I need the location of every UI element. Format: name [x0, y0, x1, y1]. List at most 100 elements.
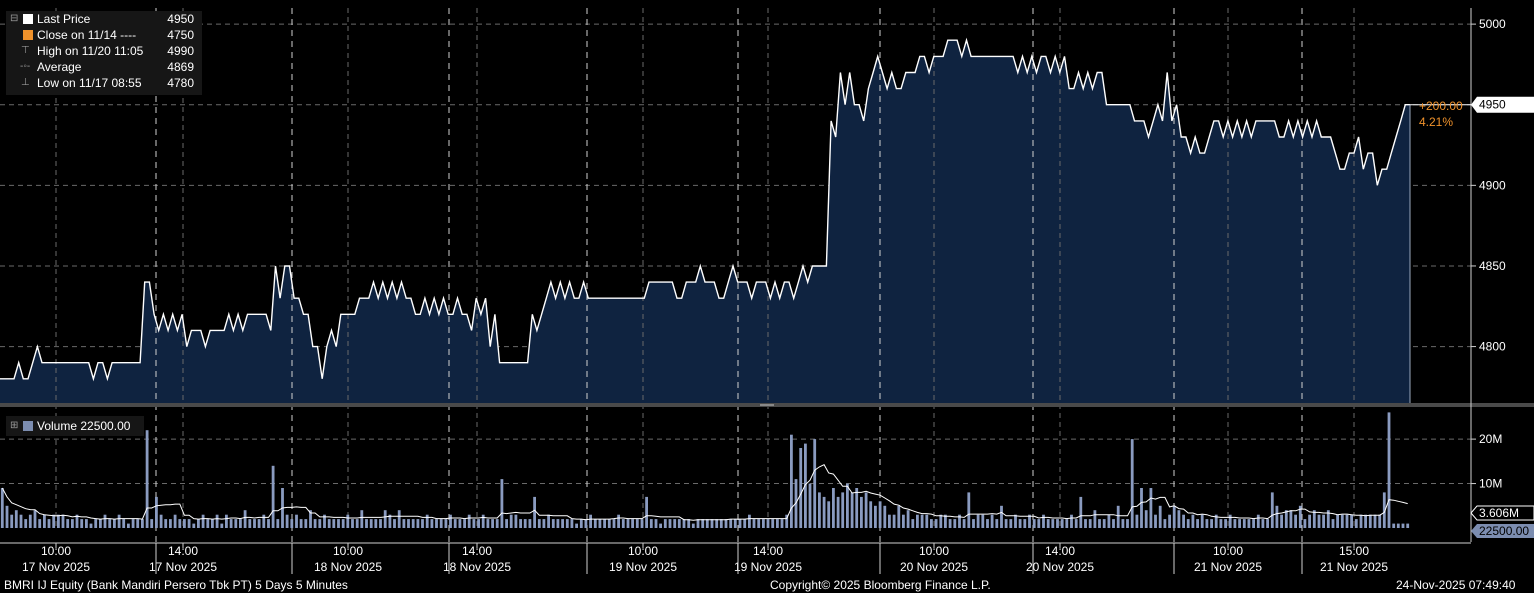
volume-bar: [1252, 519, 1255, 528]
volume-bar: [1406, 523, 1410, 528]
volume-bar: [785, 514, 789, 528]
volume-bar: [1032, 519, 1036, 528]
volume-bar: [1088, 519, 1092, 528]
volume-bar: [173, 514, 177, 528]
volume-bar: [1102, 519, 1106, 528]
volume-bar: [1182, 514, 1185, 528]
volume-average-tag-label: 3.606M: [1479, 506, 1519, 520]
low-marker-icon: ⊥: [21, 77, 30, 88]
volume-bar: [127, 523, 130, 528]
x-tick-date-label: 18 Nov 2025: [443, 560, 511, 574]
legend-low[interactable]: ⊥ Low on 11/17 08:55 4780: [6, 75, 202, 91]
volume-bar: [341, 519, 345, 528]
expand-icon[interactable]: ⊞: [10, 420, 19, 431]
volume-bar: [402, 519, 406, 528]
legend-close[interactable]: Close on 11/14 ---- 4750: [6, 27, 202, 43]
last-price-tag: [1471, 96, 1534, 113]
legend-value: 4780: [167, 76, 194, 90]
volume-bar: [61, 514, 65, 528]
volume-bar: [514, 514, 518, 528]
price-legend: ⊟ Last Price 4950 Close on 11/14 ---- 47…: [6, 11, 202, 95]
volume-bar: [24, 519, 28, 528]
volume-bar: [589, 514, 592, 528]
volume-bar: [771, 519, 775, 528]
volume-bar: [967, 492, 971, 528]
volume-bar: [430, 519, 434, 528]
volume-bar: [500, 479, 504, 528]
volume-bar: [762, 519, 765, 528]
volume-bar: [1051, 519, 1055, 528]
price-change-label: +200.00: [1419, 99, 1463, 113]
volume-bar: [262, 514, 266, 528]
volume-bar: [313, 519, 317, 528]
volume-bar: [1317, 514, 1321, 528]
volume-bar: [407, 519, 410, 528]
volume-bar: [897, 505, 901, 528]
price-tick-label: 5000: [1479, 17, 1506, 31]
volume-bar: [99, 519, 102, 528]
volume-bar: [1056, 519, 1059, 528]
volume-bar: [285, 514, 289, 528]
volume-bar: [855, 488, 859, 528]
legend-last-price[interactable]: ⊟ Last Price 4950: [6, 11, 202, 27]
volume-bar: [738, 519, 742, 528]
volume-bar: [962, 519, 966, 528]
volume-legend[interactable]: ⊞ Volume 22500.00: [6, 416, 144, 436]
volume-bar: [318, 519, 322, 528]
volume-legend-label: Volume 22500.00: [37, 419, 131, 433]
volume-bar: [117, 514, 121, 528]
volume-bar: [5, 505, 9, 528]
splitter-handle-icon: [760, 404, 774, 406]
volume-bar: [239, 519, 242, 528]
volume-bar: [677, 519, 681, 528]
volume-bar: [122, 519, 126, 528]
volume-bar: [827, 501, 831, 528]
volume-bar: [89, 523, 93, 528]
volume-bar: [351, 519, 354, 528]
x-tick-time-label: 14:00: [753, 544, 783, 558]
volume-bar: [453, 519, 457, 528]
volume-bar: [71, 519, 74, 528]
volume-bar: [425, 514, 429, 528]
volume-bar: [724, 519, 728, 528]
volume-bar: [66, 519, 70, 528]
legend-average[interactable]: -◦- Average 4869: [6, 59, 202, 75]
volume-bar: [911, 519, 915, 528]
volume-bar: [696, 519, 700, 528]
legend-label: High on 11/20 11:05: [37, 44, 144, 58]
volume-bar: [369, 519, 373, 528]
volume-bar: [28, 514, 32, 528]
price-tick-label: 4850: [1479, 259, 1506, 273]
volume-bar: [682, 519, 686, 528]
legend-high[interactable]: ⊤ High on 11/20 11:05 4990: [6, 43, 202, 59]
volume-bar: [379, 519, 382, 528]
volume-bar: [276, 519, 280, 528]
volume-bar: [733, 519, 737, 528]
collapse-icon[interactable]: ⊟: [10, 13, 19, 24]
x-tick-time-label: 10:00: [333, 544, 363, 558]
volume-bar: [491, 519, 494, 528]
volume-bar: [986, 519, 989, 528]
volume-bar: [598, 519, 602, 528]
volume-bar: [1382, 492, 1386, 528]
volume-bar: [234, 519, 238, 528]
volume-bar: [1079, 496, 1083, 528]
volume-bar: [94, 519, 98, 528]
volume-bar: [990, 514, 994, 528]
volume-bar: [169, 519, 172, 528]
volume-bar: [1200, 514, 1204, 528]
volume-tick-label: 20M: [1479, 432, 1502, 446]
average-line-icon: -◦-: [20, 61, 31, 72]
x-tick-date-label: 17 Nov 2025: [149, 560, 217, 574]
volume-bar: [570, 519, 574, 528]
legend-label: Close on 11/14 ----: [37, 28, 137, 42]
security-description: BMRI IJ Equity (Bank Mandiri Persero Tbk…: [4, 578, 348, 592]
volume-bar: [150, 519, 154, 528]
volume-bar: [1126, 519, 1129, 528]
volume-bar: [1186, 519, 1190, 528]
volume-bar: [1247, 519, 1251, 528]
volume-bar: [1345, 514, 1349, 528]
x-tick-date-label: 17 Nov 2025: [22, 560, 90, 574]
volume-bar: [1116, 505, 1120, 528]
